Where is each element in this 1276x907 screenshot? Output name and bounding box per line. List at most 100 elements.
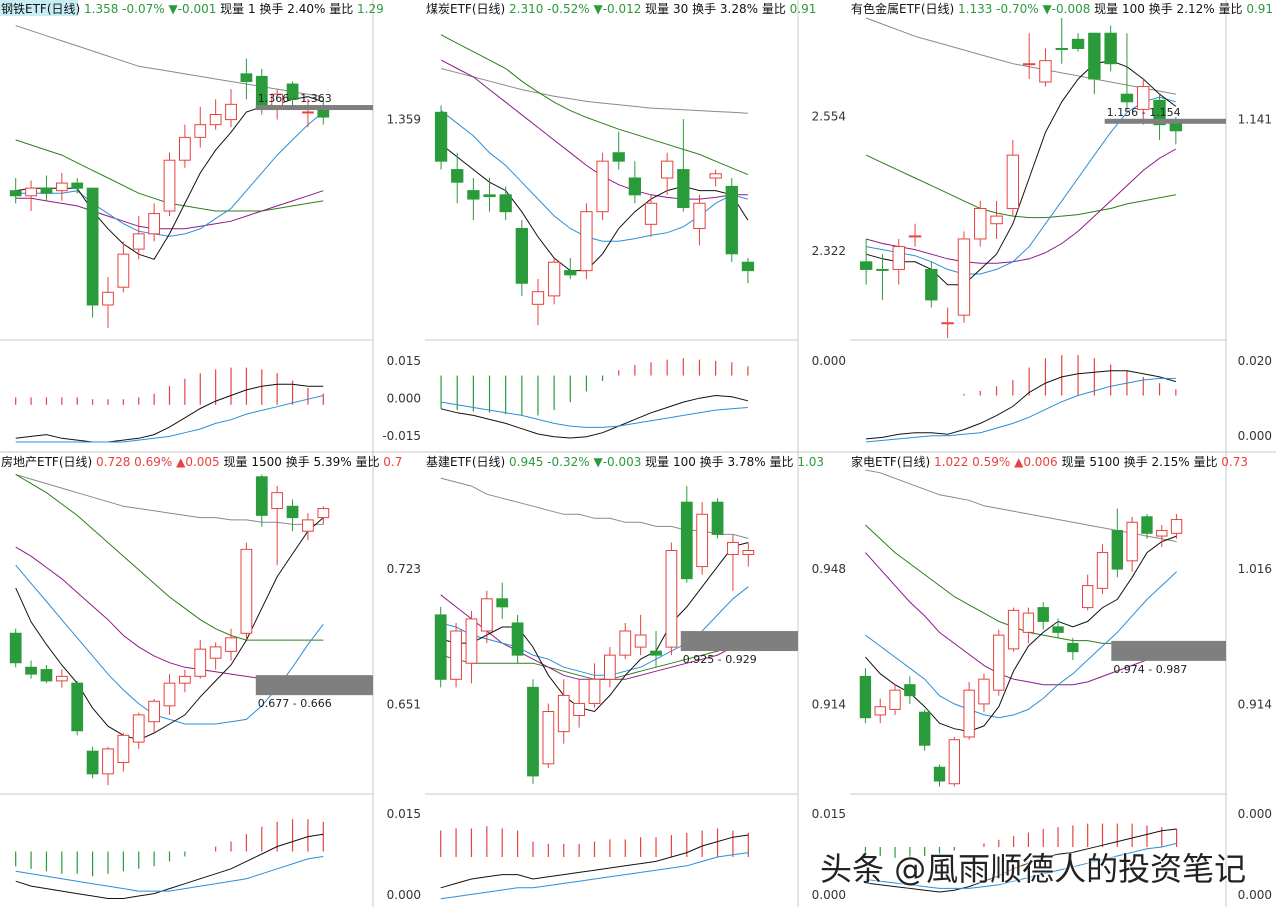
candlestick [1052,618,1064,638]
candle-body [564,270,577,276]
candlestick [1007,607,1020,652]
candle-body [163,159,176,212]
title-name: 钢铁ETF(日线) [1,2,84,16]
candle-body [542,711,555,765]
candle-body [1039,60,1052,83]
title-ratio: 1.03 [797,455,824,469]
title-volume: 现量 30 [645,2,692,16]
candlestick [1067,637,1079,660]
chart-panel-3: 有色金属ETF(日线) 1.133 -0.70% ▼-0.008 现量 100 … [850,1,1273,443]
candlestick [918,709,931,751]
candle-body [194,124,207,138]
candlestick [1120,33,1134,110]
candle-body [527,686,539,777]
candlestick [628,161,642,204]
moving-average-ma60 [15,474,324,641]
range-band [255,675,373,696]
price-axis-label: 1.016 [1238,562,1272,576]
range-band [255,105,373,111]
macd-dif-line [440,834,749,889]
candlestick [209,642,222,670]
candle-body [889,689,901,710]
candle-body [1126,521,1138,562]
candlestick [209,99,222,130]
indicator-axis-label: 0.000 [1238,888,1272,902]
range-label: 1.156 - 1.154 [1107,106,1181,119]
candle-body [148,700,161,723]
candlestick [711,498,724,539]
macd-dif-line [15,383,324,443]
moving-average-ma10 [865,571,1177,719]
candlestick [271,485,284,566]
candle-body [580,211,593,272]
candle-body [286,83,299,100]
candlestick [1137,78,1150,125]
title-volume: 现量 1 [220,2,259,16]
indicator-axis-label: 0.015 [387,807,421,821]
candlestick [742,542,755,567]
candle-body [55,182,68,192]
candle-body [603,654,616,680]
candlestick [588,663,601,708]
candlestick [117,733,130,772]
candlestick [957,231,971,323]
macd-dif-line [440,394,749,439]
candlestick [1006,139,1020,217]
candlestick [302,513,314,541]
candlestick [874,698,886,724]
candlestick [467,178,480,221]
candle-body [859,675,872,719]
candlestick [451,152,464,204]
candlestick [499,186,512,221]
candlestick [515,220,528,296]
candlestick [40,175,53,201]
candlestick [1081,574,1094,611]
moving-average-ma5 [15,517,324,741]
title-turnover: 换手 3.28% [692,2,762,16]
candle-body [255,476,268,516]
candle-body [634,634,647,648]
macd-dea-line [866,377,1176,443]
candlestick [86,187,99,318]
candlestick [1153,94,1166,140]
candlestick [9,178,22,204]
candlestick [240,542,253,641]
candlestick [1088,32,1101,95]
candle-body [240,548,253,634]
candlestick [693,194,706,246]
range-band [1104,118,1226,124]
price-axis-label: 0.914 [1238,697,1272,711]
range-label: 0.925 - 0.929 [683,653,757,666]
chart-panel-6: 家电ETF(日线) 1.022 0.59% ▲0.006 现量 5100 换手 … [850,454,1248,893]
candle-body [727,541,739,556]
candlestick [1141,514,1153,539]
price-axis-label: 0.914 [812,697,846,711]
candle-body [225,637,237,652]
price-axis-label: 1.141 [1238,113,1272,127]
price-axis: 0.723 0.651 0.015 0.000 [387,562,421,902]
candlestick [163,152,176,217]
candle-body [693,202,706,230]
indicator-axis-label: 0.000 [1238,429,1272,443]
candle-body [55,675,68,682]
title-highlight [0,0,78,16]
candlestick [941,307,954,338]
candle-body [1006,154,1020,209]
candle-body [1096,552,1109,589]
title-name: 煤炭ETF(日线) [426,2,509,16]
candle-body [9,632,22,664]
title-name: 基建ETF(日线) [426,455,509,469]
candle-body [271,492,284,510]
chart-panel-4: 房地产ETF(日线) 0.728 0.69% ▲0.005 现量 1500 换手… [0,454,402,899]
candlestick [1022,33,1036,79]
candlestick [1104,25,1117,72]
candle-body [904,684,916,697]
candle-body [918,711,931,746]
candle-body [696,513,709,568]
candle-body [963,689,975,738]
candle-body [209,114,222,126]
moving-average-ma20 [15,190,324,230]
title-ratio: 0.7 [383,455,402,469]
macd-dea-line [865,842,1177,889]
candle-body [132,233,145,250]
